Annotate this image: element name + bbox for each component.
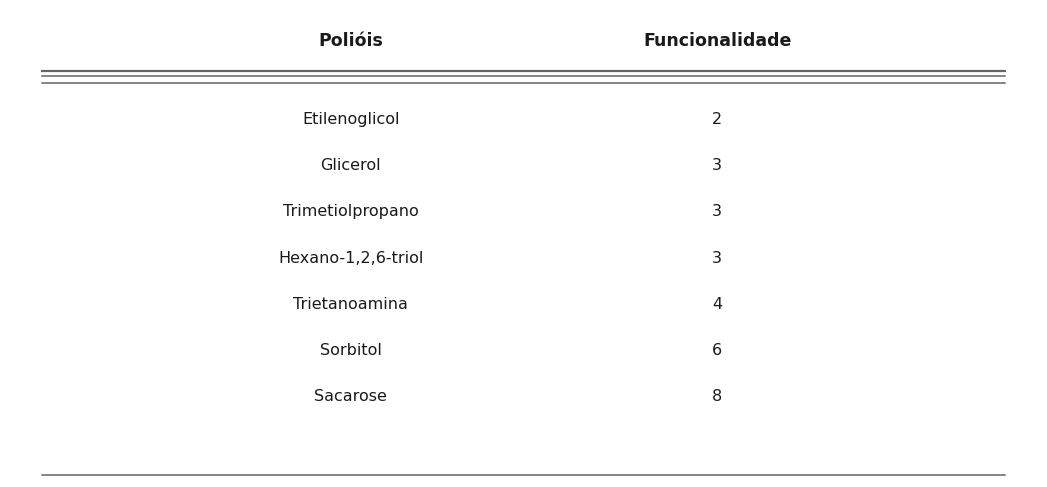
Text: 3: 3 xyxy=(712,205,722,219)
Text: Sacarose: Sacarose xyxy=(314,390,387,404)
Text: Polióis: Polióis xyxy=(318,33,383,50)
Text: Funcionalidade: Funcionalidade xyxy=(643,33,792,50)
Text: Trimetiolpropano: Trimetiolpropano xyxy=(283,205,419,219)
Text: 3: 3 xyxy=(712,251,722,265)
Text: Hexano-1,2,6-triol: Hexano-1,2,6-triol xyxy=(279,251,423,265)
Text: Etilenoglicol: Etilenoglicol xyxy=(302,112,400,127)
Text: Sorbitol: Sorbitol xyxy=(319,343,382,358)
Text: 2: 2 xyxy=(712,112,722,127)
Text: 6: 6 xyxy=(712,343,722,358)
Text: Trietanoamina: Trietanoamina xyxy=(293,297,408,312)
Text: 4: 4 xyxy=(712,297,722,312)
Text: 3: 3 xyxy=(712,158,722,173)
Text: Glicerol: Glicerol xyxy=(320,158,381,173)
Text: 8: 8 xyxy=(712,390,722,404)
